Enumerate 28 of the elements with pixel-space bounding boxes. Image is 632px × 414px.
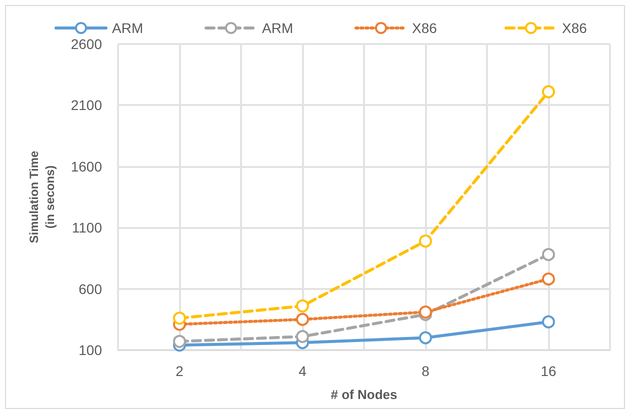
x-tick-label: 8: [422, 363, 430, 379]
x-tick-label: 4: [298, 363, 307, 379]
x-axis-title: # of Nodes: [330, 387, 398, 402]
point: [173, 312, 186, 325]
point: [296, 299, 309, 312]
point: [542, 272, 555, 286]
legend-label: X86: [562, 20, 588, 36]
x-tick-label: 16: [540, 363, 556, 379]
point: [419, 331, 432, 344]
x-tick-label: 2: [176, 363, 184, 379]
y-tick-label: 1100: [72, 220, 102, 236]
y-tick-label: 100: [78, 342, 102, 358]
point: [419, 306, 432, 319]
point: [542, 85, 555, 98]
point: [419, 234, 432, 248]
point: [542, 315, 555, 328]
legend-label: ARM: [262, 20, 294, 36]
point: [173, 334, 186, 348]
y-tick-label: 2600: [70, 36, 102, 52]
legend-label: X86: [412, 20, 438, 36]
legend-label: ARM: [112, 20, 144, 36]
y-tick-label: 1600: [70, 158, 102, 174]
y-axis-title: Simulation Time (in secons): [27, 150, 57, 244]
point: [296, 330, 309, 344]
point: [296, 312, 309, 326]
y-tick-label: 600: [78, 280, 102, 297]
point: [542, 248, 555, 262]
y-tick-label: 2100: [70, 97, 102, 114]
